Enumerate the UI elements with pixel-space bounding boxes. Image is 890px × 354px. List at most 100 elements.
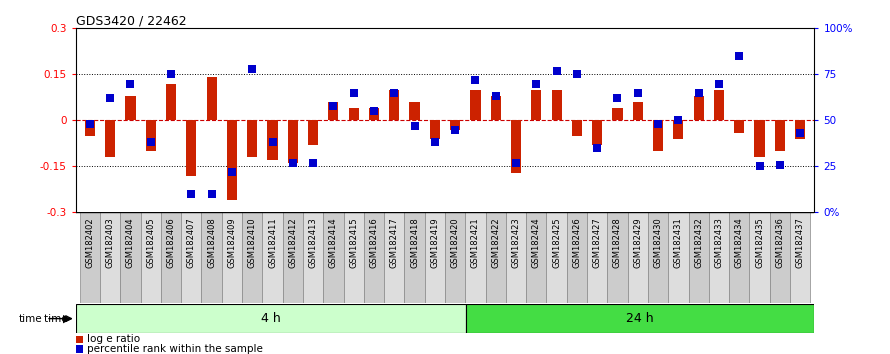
Point — [530, 81, 544, 86]
Bar — [389, 90, 400, 120]
Text: GSM182403: GSM182403 — [106, 217, 115, 268]
Bar — [161, 212, 182, 303]
Text: GSM182426: GSM182426 — [572, 217, 581, 268]
Bar — [729, 212, 749, 303]
Bar — [465, 304, 814, 333]
Bar — [247, 120, 257, 157]
Text: GSM182437: GSM182437 — [796, 217, 805, 268]
Text: GSM182430: GSM182430 — [653, 217, 662, 268]
Point — [752, 164, 766, 169]
Bar — [770, 212, 790, 303]
Bar — [425, 212, 445, 303]
Bar — [364, 212, 384, 303]
Bar — [76, 304, 465, 333]
Point — [225, 169, 239, 175]
Point — [103, 96, 117, 101]
Bar — [430, 120, 440, 139]
Bar — [166, 84, 176, 120]
Bar — [182, 212, 201, 303]
Bar — [708, 212, 729, 303]
Bar — [308, 120, 318, 145]
Point — [184, 191, 198, 197]
Bar — [612, 108, 623, 120]
Bar — [368, 108, 379, 120]
Text: GSM182425: GSM182425 — [552, 217, 561, 268]
Bar — [749, 212, 770, 303]
Bar — [592, 120, 603, 145]
Point — [509, 160, 523, 166]
Text: GSM182408: GSM182408 — [207, 217, 216, 268]
Bar — [287, 120, 298, 163]
Text: GSM182424: GSM182424 — [532, 217, 541, 268]
Bar — [206, 78, 216, 120]
Bar — [328, 102, 338, 120]
Text: GSM182432: GSM182432 — [694, 217, 703, 268]
Point — [671, 118, 685, 123]
Point — [732, 53, 747, 59]
Point — [124, 81, 138, 86]
Point — [367, 108, 381, 114]
Bar — [384, 212, 404, 303]
Bar — [323, 212, 344, 303]
Text: GSM182407: GSM182407 — [187, 217, 196, 268]
Text: GSM182416: GSM182416 — [369, 217, 378, 268]
Text: GSM182428: GSM182428 — [613, 217, 622, 268]
Bar — [267, 120, 278, 160]
Bar — [222, 212, 242, 303]
Text: 24 h: 24 h — [627, 312, 654, 325]
Text: GSM182431: GSM182431 — [674, 217, 683, 268]
Text: GDS3420 / 22462: GDS3420 / 22462 — [76, 14, 186, 27]
Point — [387, 90, 401, 96]
Bar — [775, 120, 785, 151]
Text: GSM182434: GSM182434 — [735, 217, 744, 268]
Text: GSM182419: GSM182419 — [431, 217, 440, 268]
Text: time: time — [19, 314, 43, 324]
Bar — [567, 212, 587, 303]
Bar — [344, 212, 364, 303]
Bar — [790, 212, 810, 303]
Point — [448, 127, 462, 132]
Bar — [76, 345, 83, 353]
Text: GSM182423: GSM182423 — [512, 217, 521, 268]
Bar — [490, 96, 501, 120]
Point — [408, 123, 422, 129]
Text: GSM182421: GSM182421 — [471, 217, 480, 268]
Bar — [689, 212, 708, 303]
Text: percentile rank within the sample: percentile rank within the sample — [86, 344, 263, 354]
Bar — [120, 212, 141, 303]
Point — [306, 160, 320, 166]
Point — [651, 121, 665, 127]
Text: GSM182410: GSM182410 — [247, 217, 256, 268]
Bar — [445, 212, 465, 303]
Point — [327, 103, 341, 108]
Bar — [506, 212, 526, 303]
Text: GSM182406: GSM182406 — [166, 217, 175, 268]
Bar — [486, 212, 506, 303]
Text: GSM182404: GSM182404 — [126, 217, 135, 268]
Bar — [668, 212, 689, 303]
Text: GSM182405: GSM182405 — [146, 217, 155, 268]
Point — [631, 90, 645, 96]
Point — [590, 145, 604, 151]
Text: 4 h: 4 h — [261, 312, 280, 325]
Text: GSM182436: GSM182436 — [775, 217, 784, 268]
Text: ▶: ▶ — [62, 314, 71, 324]
Bar — [303, 212, 323, 303]
Bar — [100, 212, 120, 303]
Point — [428, 139, 442, 145]
Point — [245, 66, 259, 72]
Bar — [587, 212, 607, 303]
Bar — [141, 212, 161, 303]
Text: GSM182427: GSM182427 — [593, 217, 602, 268]
Point — [83, 121, 97, 127]
Point — [468, 77, 482, 83]
Text: GSM182420: GSM182420 — [450, 217, 459, 268]
Bar — [85, 120, 95, 136]
Text: GSM182415: GSM182415 — [349, 217, 358, 268]
Text: GSM182418: GSM182418 — [410, 217, 419, 268]
Text: GSM182422: GSM182422 — [491, 217, 500, 268]
Point — [164, 72, 178, 77]
Bar — [404, 212, 425, 303]
Bar — [633, 102, 643, 120]
Bar — [552, 90, 562, 120]
